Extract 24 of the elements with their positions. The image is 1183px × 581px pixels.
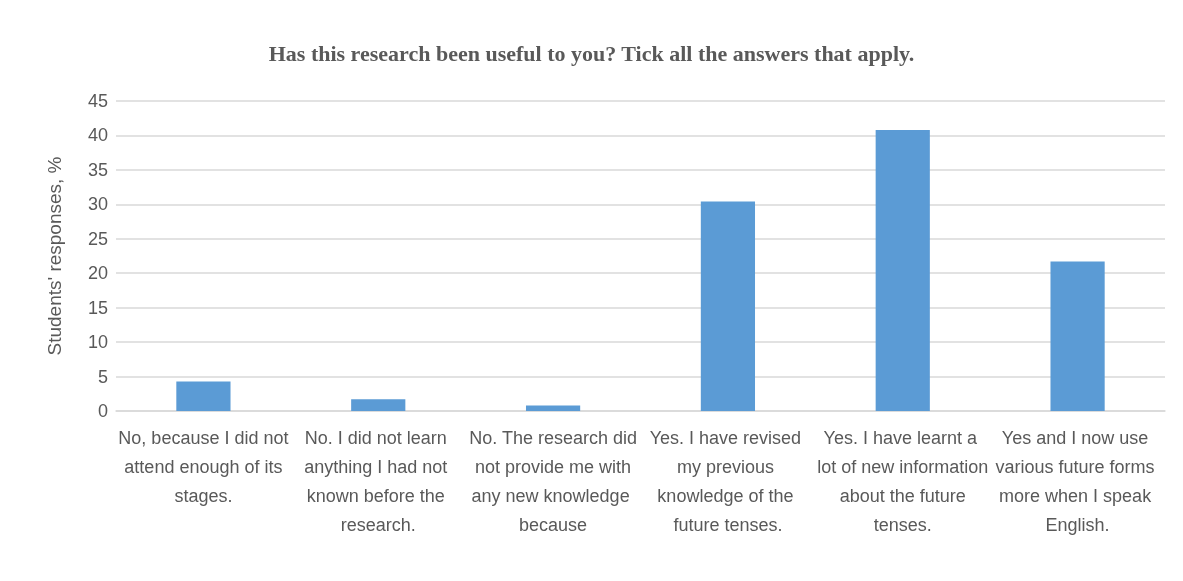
y-tick-label: 20 (87, 263, 108, 284)
y-tick-label: 15 (87, 297, 108, 318)
chart-title: Has this research been useful to you? Tick all the answers that apply. (268, 40, 915, 66)
y-tick-label: 30 (87, 194, 108, 215)
y-axis-title: Students' responses, % (44, 156, 65, 356)
y-tick-label: 0 (97, 401, 108, 421)
y-tick-label: 5 (97, 366, 108, 387)
x-tick-label: Yes. I have revised my previous knowledge of the future tenses. (649, 427, 807, 535)
bar (875, 129, 930, 411)
bar (176, 381, 231, 411)
bar (351, 399, 406, 411)
bar (1050, 261, 1105, 411)
bar (525, 405, 581, 411)
x-tick-label: No. The research did not provide me with any new knowledge because (469, 427, 637, 535)
y-tick-label: 45 (87, 91, 108, 111)
x-tick-label: No. I did not learn anything I had not known before the research. (304, 427, 453, 535)
x-tick-label: Yes. I have learnt a lot of new information about the future tenses. (817, 427, 989, 535)
y-tick-label: 40 (87, 125, 108, 146)
y-tick-label: 25 (87, 228, 108, 249)
y-tick-label: 35 (87, 159, 108, 180)
bar (700, 201, 756, 411)
x-tick-label: No, because I did not attend enough of its stages. (118, 427, 289, 506)
x-tick-label: Yes and I now use various future forms more when I speak English. (995, 427, 1160, 535)
y-tick-label: 10 (87, 332, 108, 353)
